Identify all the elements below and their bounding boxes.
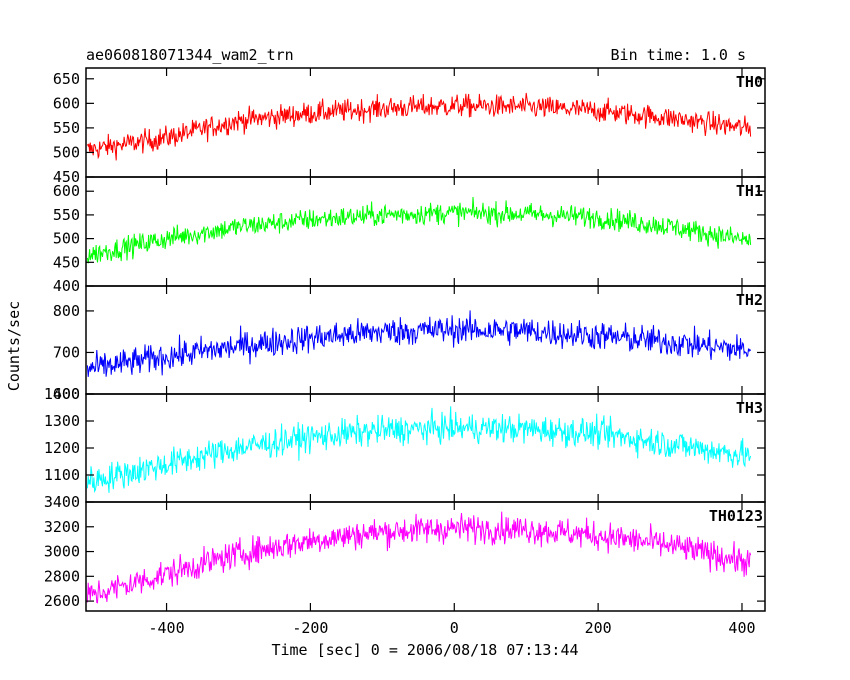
series-label-th0: TH0 [736, 73, 763, 91]
panel-frame [85, 501, 766, 612]
series-label-th2: TH2 [736, 291, 763, 309]
series-th1-line [86, 196, 752, 264]
panel-th3: 1100 1200 1300 1400 TH3 [44, 385, 766, 503]
y-tick-label: 650 [53, 70, 80, 88]
series-th0123-line [86, 511, 752, 604]
y-tick-label: 800 [53, 302, 80, 320]
x-tick-label: 400 [728, 619, 755, 637]
x-tick-label: 200 [585, 619, 612, 637]
y-axis-label: Counts/sec [5, 301, 23, 391]
x-axis-label: Time [sec] 0 = 2006/08/18 07:13:44 [271, 641, 578, 659]
y-tick-label: 450 [53, 253, 80, 271]
y-tick-label: 3200 [44, 518, 80, 536]
y-tick-label: 400 [53, 277, 80, 295]
y-tick-label: 600 [53, 182, 80, 200]
panel-th2: 600 700 800 TH2 [53, 285, 766, 403]
series-label-th1: TH1 [736, 182, 763, 200]
y-tick-label: 600 [53, 385, 80, 403]
y-tick-label: 1200 [44, 439, 80, 457]
y-tick-label: 500 [53, 143, 80, 161]
y-tick-label: 550 [53, 119, 80, 137]
y-tick-label: 1100 [44, 466, 80, 484]
series-label-th0123: TH0123 [709, 507, 763, 525]
y-tick-label: 500 [53, 230, 80, 248]
x-tick-label: -400 [148, 619, 184, 637]
panel-frame [85, 393, 766, 503]
series-th3-line [86, 406, 752, 494]
y-tick-label: 450 [53, 168, 80, 186]
y-tick-label: 3000 [44, 543, 80, 561]
x-tick-label: -200 [292, 619, 328, 637]
y-tick-label: 600 [53, 94, 80, 112]
panel-th0123: 2600 2800 3000 3200 3400 TH0123 [44, 493, 766, 612]
y-tick-label: 3400 [44, 493, 80, 511]
y-tick-label: 550 [53, 206, 80, 224]
y-tick-label: 700 [53, 343, 80, 361]
panel-th0: 450 500 550 600 650 TH0 [53, 67, 766, 186]
y-tick-label: 1400 [44, 385, 80, 403]
y-tick-label: 2600 [44, 592, 80, 610]
series-th0-line [86, 92, 752, 161]
bin-time-label: Bin time: 1.0 s [611, 46, 746, 64]
y-tick-label: 1300 [44, 412, 80, 430]
y-tick-label: 2800 [44, 567, 80, 585]
x-tick-label: 0 [450, 619, 459, 637]
panels-group: 450 500 550 600 650 TH0 400 450 500 550 600 TH1 600 7… [44, 67, 766, 612]
series-th2-line [86, 310, 752, 377]
x-axis: -400 -200 0 200 400 [148, 619, 755, 637]
series-label-th3: TH3 [736, 399, 763, 417]
chart-title: ae060818071344_wam2_trn [86, 46, 294, 64]
panel-th1: 400 450 500 550 600 TH1 [53, 176, 766, 295]
